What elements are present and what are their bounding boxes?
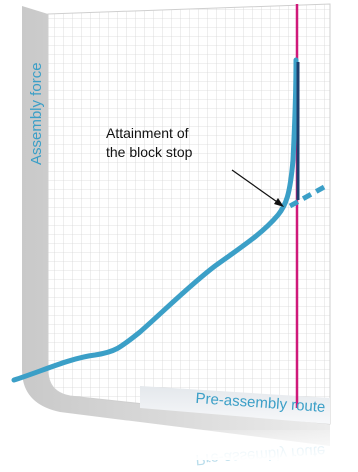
annotation-line: the block stop xyxy=(106,144,193,160)
x-axis-strip xyxy=(140,386,330,424)
annotation-line: Attainment of xyxy=(106,125,189,141)
force-curve xyxy=(11,57,299,383)
y-axis-label: Assembly force xyxy=(28,62,45,165)
reflection-fade xyxy=(140,430,340,460)
extrapolated-curve xyxy=(288,183,328,209)
grid xyxy=(47,3,331,425)
left-wall xyxy=(22,6,330,446)
annotation-arrow xyxy=(231,169,281,205)
arrow-head xyxy=(274,198,284,207)
